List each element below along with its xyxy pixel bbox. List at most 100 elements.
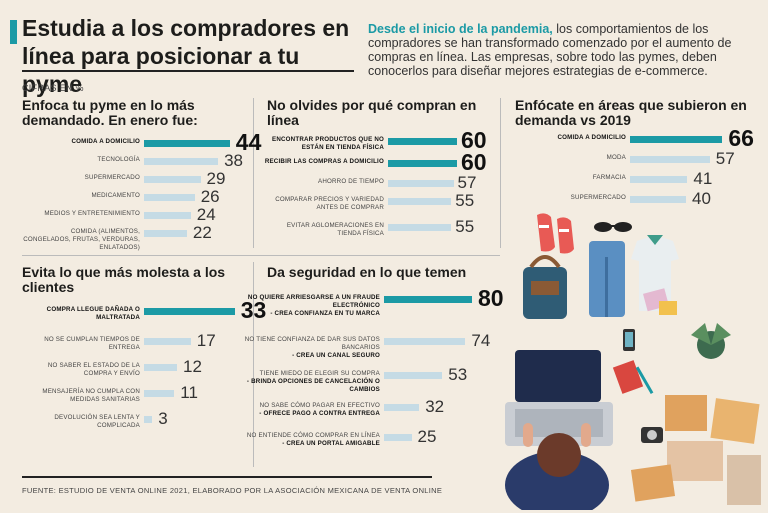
chart-5-advice-label: - CREA UN CANAL SEGURO (292, 352, 380, 359)
chart-5-row: NO ENTIENDE CÓMO COMPRAR EN LÍNEA - CREA … (247, 428, 500, 462)
chart-1-bar (144, 158, 219, 165)
title-rule (22, 70, 354, 72)
chart-5-category-label: NO TIENE CONFIANZA DE DAR SUS DATOS BANC… (240, 336, 380, 360)
intro-text: los comportamientos de los compradores s… (368, 22, 732, 78)
chart-2-category-label: COMPARAR PRECIOS Y VARIEDAD ANTES DE COM… (275, 196, 384, 211)
chart-1-row: SUPERMERCADO 29 (22, 170, 252, 192)
chart-4-row: NO SABER EL ESTADO DE LA COMPRA Y ENVÍO 1… (22, 358, 252, 388)
chart-4-category-label: NO SE CUMPLAN TIEMPOS DE ENTREGA (44, 336, 140, 351)
chart-5-title: Da seguridad en lo que temen (267, 264, 467, 280)
chart-4-value-label: 33 (240, 297, 267, 323)
chart-4-value-label: 12 (183, 357, 202, 376)
shopping-illustration (505, 213, 761, 510)
chart-2-bar (388, 138, 457, 145)
chart-4-row: COMPRA LLEGUE DAÑADA O MALTRATADA 33 (22, 299, 267, 336)
chart-3-row: COMIDA A DOMICILIO 66 (508, 127, 760, 154)
chart-3-value-label: 41 (693, 169, 713, 188)
chart-por-que-compran: ENCONTRAR PRODUCTOS QUE NO ESTÁN EN TIEN… (262, 129, 500, 254)
chart-5-row: NO TIENE CONFIANZA DE DAR SUS DATOS BANC… (245, 332, 500, 370)
chart-5-advice-label: - CREA CONFIANZA EN TU MARCA (270, 310, 380, 317)
chart-2-category-label: RECIBIR LAS COMPRAS A DOMICILIO (264, 158, 384, 165)
divider-h1 (22, 255, 500, 256)
sunglasses-icon (594, 222, 632, 232)
intro-highlight: Desde el inicio de la pandemia, (368, 22, 553, 36)
bag-icon (523, 255, 567, 319)
divider-v3 (253, 262, 254, 467)
shirt-icon (631, 235, 679, 311)
chart-5-bar (384, 296, 472, 303)
chart-1-category-label: SUPERMERCADO (84, 174, 140, 181)
phone-icon (623, 329, 635, 351)
divider-v1 (253, 98, 254, 248)
chart-3-category-label: SUPERMERCADO (570, 194, 626, 201)
title-accent-bar (10, 20, 17, 44)
chart-5-category-label: NO QUIERE ARRIESGARSE A UN FRAUDE ELECTR… (240, 294, 380, 318)
chart-demanda-enero: COMIDA A DOMICILIO 44 TECNOLOGÍA 38 SUPERMER… (22, 131, 261, 252)
chart-5-value-label: 25 (417, 427, 437, 446)
chart-5-bar (384, 404, 420, 411)
chart-1-row: MEDICAMENTO 26 (22, 188, 252, 210)
source-rule (22, 476, 432, 478)
boxes-icon (630, 395, 761, 505)
chart-molestias: COMPRA LLEGUE DAÑADA O MALTRATADA 33 NO SE… (22, 299, 267, 446)
chart-5-advice-label: - CREA UN PORTAL AMIGABLE (282, 440, 380, 447)
chart-5-value-label: 74 (471, 331, 491, 350)
chart-1-bar (144, 176, 201, 183)
chart-2-row: COMPARAR PRECIOS Y VARIEDAD ANTES DE COM… (262, 192, 500, 222)
chart-3-value-label: 40 (692, 189, 711, 208)
chart-4-row: MENSAJERÍA NO CUMPLA CON MEDIDAS SANITAR… (22, 384, 252, 414)
chart-1-category-label: MEDICAMENTO (91, 192, 140, 199)
units-note: CIFRAS EN % (22, 83, 84, 93)
chart-4-row: NO SE CUMPLAN TIEMPOS DE ENTREGA 17 (22, 332, 252, 362)
chart-1-bar (144, 230, 187, 237)
chart-1-bar (144, 140, 230, 147)
chart-3-category-label: FARMACIA (592, 174, 626, 181)
chart-3-bar (630, 156, 710, 163)
chart-5-bar (384, 434, 412, 441)
chart-1-bar (144, 194, 195, 201)
chart-2-category-label: AHORRO DE TIEMPO (318, 178, 384, 185)
chart-4-category-label: NO SABER EL ESTADO DE LA COMPRA Y ENVÍO (47, 362, 140, 377)
chart-3-title: Enfócate en áreas que subieron en demand… (515, 97, 747, 128)
chart-1-value-label: 22 (192, 223, 212, 242)
chart-3-category-label: COMIDA A DOMICILIO (557, 134, 626, 141)
chart-1-value-label: 26 (200, 187, 220, 206)
chart-1-value-label: 29 (206, 169, 226, 188)
chart-4-value-label: 17 (196, 331, 216, 350)
chart-5-bar (384, 338, 466, 345)
source-note: FUENTE: ESTUDIO DE VENTA ONLINE 2021, EL… (22, 486, 443, 495)
chart-3-category-label: MODA (606, 154, 626, 161)
chart-2-row: EVITAR AGLOMERACIONES EN TIENDA FÍSICA 55 (262, 218, 500, 248)
chart-2-value-label: 60 (461, 127, 487, 153)
chart-4-bar (144, 416, 153, 423)
chart-1-category-label: COMIDA (ALIMENTOS, CONGELADOS, FRUTAS, V… (23, 228, 140, 251)
chart-1-row: TECNOLOGÍA 38 (22, 152, 252, 174)
chart-3-bar (630, 196, 686, 203)
chart-5-category-label: NO ENTIENDE CÓMO COMPRAR EN LÍNEA - CREA … (240, 432, 380, 448)
chart-5-category-label: NO SABE CÓMO PAGAR EN EFECTIVO - OFRECE P… (240, 402, 380, 418)
notebook-icon (612, 360, 644, 394)
chart-2-value-label: 55 (455, 217, 475, 236)
chart-2-value-label: 60 (461, 149, 487, 175)
chart-2-value-label: 55 (455, 191, 475, 210)
plant-icon (691, 323, 731, 359)
chart-1-row: COMIDA (ALIMENTOS, CONGELADOS, FRUTAS, V… (22, 224, 252, 251)
divider-v2 (500, 98, 501, 248)
chart-2-bar (388, 160, 457, 167)
chart-1-bar (144, 212, 191, 219)
chart-2-bar (388, 198, 452, 205)
chart-2-category-label: ENCONTRAR PRODUCTOS QUE NO ESTÁN EN TIEN… (272, 136, 384, 151)
chart-seguridad: NO QUIERE ARRIESGARSE A UN FRAUDE ELECTR… (245, 287, 504, 464)
jeans-icon (589, 241, 625, 317)
chart-5-value-label: 53 (448, 365, 468, 384)
chart-5-advice-label: - BRINDA OPCIONES DE CANCELACIÓN O CAMBI… (246, 378, 380, 393)
chart-3-bar (630, 136, 723, 143)
chart-4-bar (144, 338, 191, 345)
camera-icon (641, 427, 663, 443)
chart-3-row: MODA 57 (508, 150, 760, 174)
pen-icon (635, 366, 654, 394)
chart-2-title: No olvides por qué compran en línea (267, 97, 477, 128)
chart-5-value-label: 32 (425, 397, 445, 416)
chart-4-value-label: 11 (180, 383, 198, 402)
chart-2-category-label: EVITAR AGLOMERACIONES EN TIENDA FÍSICA (286, 222, 384, 237)
